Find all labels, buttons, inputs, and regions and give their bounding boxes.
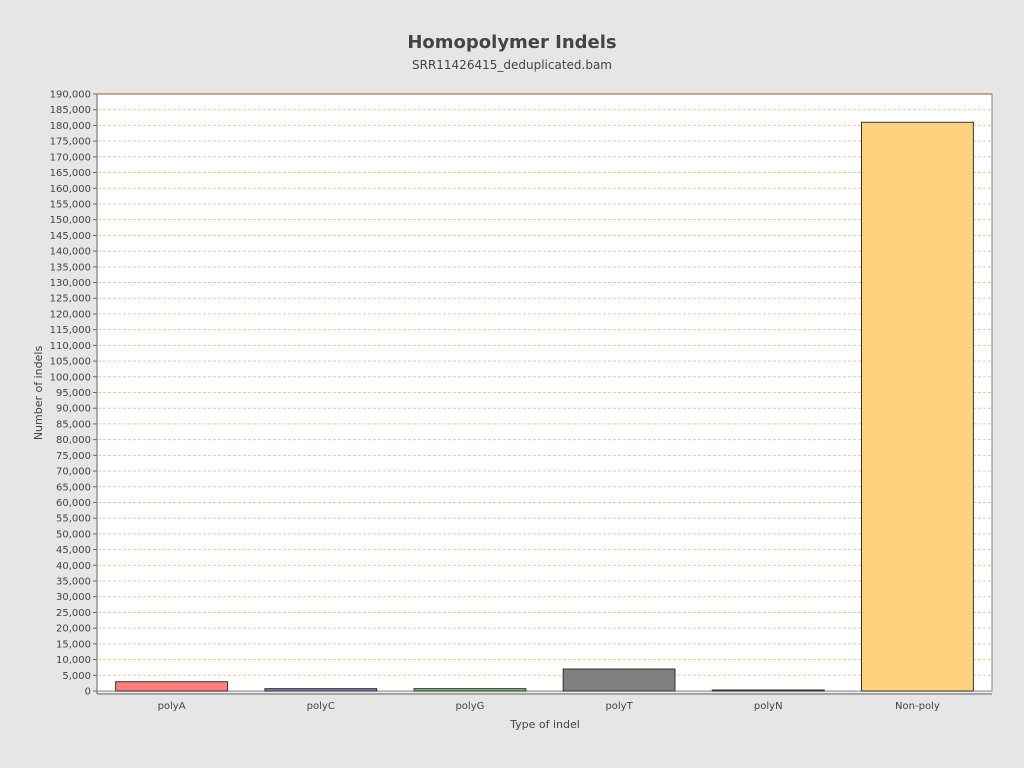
y-tick-label: 30,000 <box>56 592 91 603</box>
y-tick-label: 45,000 <box>56 545 91 556</box>
y-tick-label: 165,000 <box>50 168 91 179</box>
bars <box>115 121 974 692</box>
y-tick-label: 25,000 <box>56 608 91 619</box>
bar-polyg <box>413 688 527 692</box>
y-tick-label: 95,000 <box>56 388 91 399</box>
y-tick-label: 10,000 <box>56 655 91 666</box>
bar-polyt <box>562 668 676 692</box>
y-tick-label: 105,000 <box>50 357 91 368</box>
y-tick-label: 35,000 <box>56 577 91 588</box>
y-tick-label: 5,000 <box>62 671 91 682</box>
x-tick-label: polyA <box>158 701 186 712</box>
y-tick-label: 160,000 <box>50 184 91 195</box>
y-tick-label: 75,000 <box>56 451 91 462</box>
y-tick-label: 135,000 <box>50 262 91 273</box>
y-tick-label: 100,000 <box>50 372 91 383</box>
chart-title: Homopolymer Indels <box>407 32 616 53</box>
x-axis-label: Type of indel <box>509 718 580 731</box>
y-tick-label: 70,000 <box>56 467 91 478</box>
y-tick-label: 190,000 <box>50 90 91 101</box>
y-tick-label: 145,000 <box>50 231 91 242</box>
y-tick-label: 155,000 <box>50 199 91 210</box>
y-tick-label: 85,000 <box>56 419 91 430</box>
y-tick-label: 185,000 <box>50 105 91 116</box>
y-tick-label: 170,000 <box>50 152 91 163</box>
y-axis-ticks: 0 5,000 10,000 15,000 20,000 25,000 30,000 35,0… <box>50 90 97 698</box>
chart-subtitle: SRR11426415_deduplicated.bam <box>412 58 612 72</box>
x-tick-label: Non-poly <box>895 701 940 712</box>
x-axis-ticks: polyA polyC polyG polyT polyN Non-poly <box>158 701 940 712</box>
y-tick-label: 0 <box>85 687 91 698</box>
y-tick-label: 65,000 <box>56 482 91 493</box>
y-tick-label: 120,000 <box>50 309 91 320</box>
bar-polyn <box>711 689 825 692</box>
y-tick-label: 80,000 <box>56 435 91 446</box>
x-tick-label: polyT <box>605 701 633 712</box>
y-axis-label: Number of indels <box>32 346 45 441</box>
y-tick-label: 180,000 <box>50 121 91 132</box>
y-tick-label: 40,000 <box>56 561 91 572</box>
y-tick-label: 90,000 <box>56 404 91 415</box>
y-tick-label: 115,000 <box>50 325 91 336</box>
x-tick-label: polyG <box>455 701 484 712</box>
bar-polya <box>115 681 229 692</box>
x-tick-label: polyC <box>307 701 335 712</box>
grid-lines <box>98 93 992 676</box>
y-tick-label: 140,000 <box>50 247 91 258</box>
bar-polyc <box>264 688 378 692</box>
y-tick-label: 15,000 <box>56 639 91 650</box>
y-tick-label: 55,000 <box>56 514 91 525</box>
y-tick-label: 110,000 <box>50 341 91 352</box>
x-tick-label: polyN <box>754 701 783 712</box>
y-tick-label: 150,000 <box>50 215 91 226</box>
y-tick-label: 20,000 <box>56 624 91 635</box>
bar-non-poly <box>860 121 974 692</box>
y-tick-label: 60,000 <box>56 498 91 509</box>
y-tick-label: 125,000 <box>50 294 91 305</box>
y-tick-label: 130,000 <box>50 278 91 289</box>
y-tick-label: 175,000 <box>50 137 91 148</box>
y-tick-label: 50,000 <box>56 529 91 540</box>
